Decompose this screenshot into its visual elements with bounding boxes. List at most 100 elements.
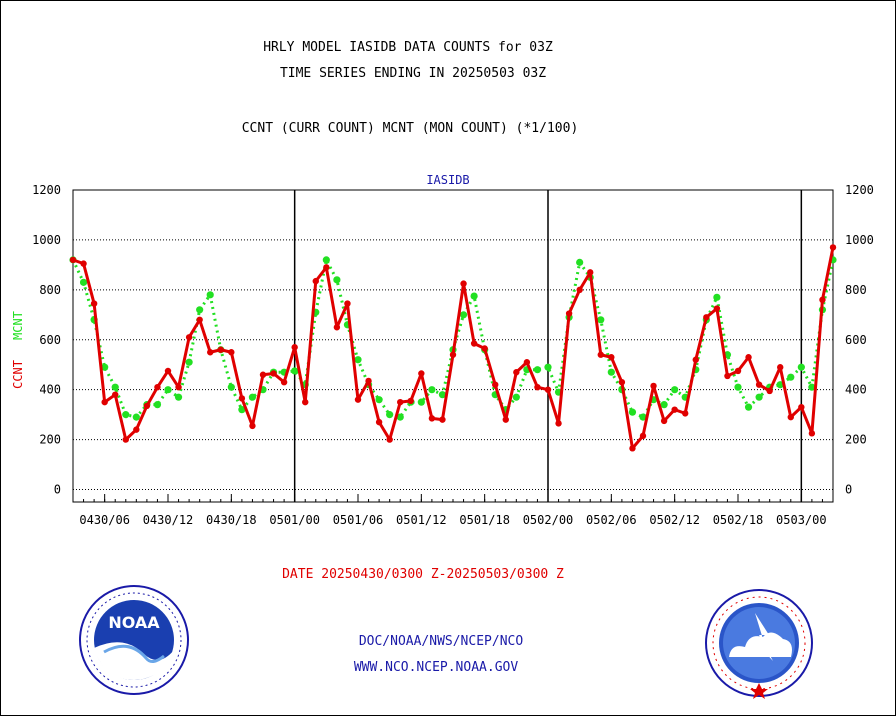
data-point-mcnt — [470, 292, 478, 300]
data-point-ccnt — [185, 334, 193, 341]
data-point-mcnt — [153, 401, 162, 409]
data-point-ccnt — [354, 396, 362, 403]
data-point-ccnt — [565, 310, 573, 317]
data-point-ccnt — [112, 391, 119, 398]
data-point-mcnt — [164, 386, 172, 394]
noaa-logo: NOAA — [79, 585, 189, 695]
data-point-ccnt — [407, 397, 414, 405]
data-point-ccnt — [608, 354, 615, 361]
data-point-ccnt — [375, 418, 383, 426]
data-point-ccnt — [798, 403, 805, 411]
data-point-ccnt — [312, 277, 319, 285]
data-point-ccnt — [734, 367, 742, 375]
data-point-mcnt — [438, 391, 447, 399]
x-tick-label: 0501/00 — [269, 513, 320, 527]
data-point-mcnt — [628, 408, 637, 416]
data-point-ccnt — [829, 244, 837, 251]
y-tick-label-right: 800 — [845, 283, 867, 297]
x-tick-label: 0502/06 — [586, 513, 637, 527]
axes: 0 0 200 200 400 400 600 600 800 800 1000 1000 1200 12… — [32, 183, 874, 527]
data-point-ccnt — [164, 367, 172, 375]
data-point-mcnt — [797, 363, 805, 371]
data-point-ccnt — [397, 398, 404, 406]
data-point-mcnt — [713, 293, 721, 301]
data-point-ccnt — [386, 436, 393, 443]
y-axis-label-ccnt: CCNT — [11, 360, 25, 389]
data-point-mcnt — [787, 373, 795, 381]
data-point-ccnt — [492, 381, 499, 388]
data-point-ccnt — [365, 377, 372, 385]
data-point-mcnt — [322, 256, 330, 264]
data-point-mcnt — [396, 413, 404, 421]
data-point-ccnt — [787, 413, 794, 421]
data-point-mcnt — [808, 383, 816, 391]
x-tick-label: 0502/00 — [523, 513, 574, 527]
x-tick-label: 0430/18 — [206, 513, 257, 527]
data-point-mcnt — [755, 393, 763, 401]
data-point-mcnt — [196, 306, 204, 314]
data-point-ccnt — [808, 430, 816, 437]
url-line-label: WWW.NCO.NCEP.NOAA.GOV — [354, 660, 519, 675]
date-range-label: DATE 20250430/0300 Z-20250503/0300 Z — [282, 567, 564, 582]
data-point-ccnt — [470, 340, 478, 347]
series-layer — [69, 244, 837, 452]
data-point-mcnt — [79, 278, 88, 286]
data-point-ccnt — [280, 378, 288, 386]
data-point-ccnt — [724, 372, 731, 380]
y-tick-label-right: 1200 — [845, 183, 874, 197]
data-point-ccnt — [755, 381, 763, 388]
y-tick-label-right: 0 — [845, 483, 852, 497]
chart-subtitle: IASIDB — [426, 173, 469, 187]
data-point-mcnt — [459, 311, 468, 319]
data-point-mcnt — [671, 386, 679, 394]
data-point-ccnt — [460, 280, 467, 287]
data-point-mcnt — [111, 383, 119, 391]
data-point-mcnt — [428, 386, 436, 394]
data-point-mcnt — [227, 383, 235, 391]
y-tick-label-right: 600 — [845, 333, 867, 347]
data-point-ccnt — [481, 345, 488, 352]
svg-text:NOAA: NOAA — [108, 613, 160, 632]
data-point-mcnt — [744, 403, 753, 411]
data-point-mcnt — [174, 393, 183, 401]
data-point-mcnt — [375, 396, 383, 404]
data-point-ccnt — [692, 356, 699, 363]
data-point-ccnt — [333, 324, 341, 331]
data-point-ccnt — [439, 416, 446, 423]
data-point-mcnt — [533, 366, 542, 374]
data-point-ccnt — [523, 359, 531, 366]
data-point-mcnt — [639, 413, 647, 421]
data-point-ccnt — [703, 314, 710, 321]
data-point-mcnt — [660, 401, 668, 409]
data-point-ccnt — [270, 370, 277, 377]
data-point-ccnt — [618, 378, 626, 386]
chart-header-line1: HRLY MODEL IASIDB DATA COUNTS for 03Z — [263, 40, 553, 55]
data-point-mcnt — [333, 276, 341, 284]
x-tick-label: 0502/12 — [649, 513, 700, 527]
data-point-ccnt — [513, 369, 520, 376]
data-point-ccnt — [418, 370, 425, 377]
data-point-ccnt — [671, 406, 678, 413]
data-point-ccnt — [259, 371, 267, 378]
data-point-mcnt — [291, 367, 299, 375]
data-point-ccnt — [745, 354, 752, 361]
y-tick-label-left: 600 — [39, 333, 61, 347]
data-point-ccnt — [143, 402, 151, 410]
data-point-ccnt — [238, 395, 246, 402]
data-point-ccnt — [534, 383, 541, 391]
data-point-ccnt — [660, 417, 668, 425]
y-axis-label-mcnt: MCNT — [11, 311, 25, 340]
data-point-mcnt — [512, 393, 520, 401]
data-point-ccnt — [154, 383, 161, 391]
nws-logo — [705, 589, 813, 699]
y-tick-label-right: 200 — [845, 433, 867, 447]
data-point-mcnt — [607, 368, 615, 376]
y-tick-label-left: 400 — [39, 383, 61, 397]
data-point-mcnt — [238, 406, 246, 414]
data-point-ccnt — [629, 445, 636, 452]
y-tick-label-right: 400 — [845, 383, 867, 397]
data-point-mcnt — [354, 356, 362, 364]
data-point-ccnt — [217, 346, 224, 353]
data-point-mcnt — [417, 398, 425, 406]
